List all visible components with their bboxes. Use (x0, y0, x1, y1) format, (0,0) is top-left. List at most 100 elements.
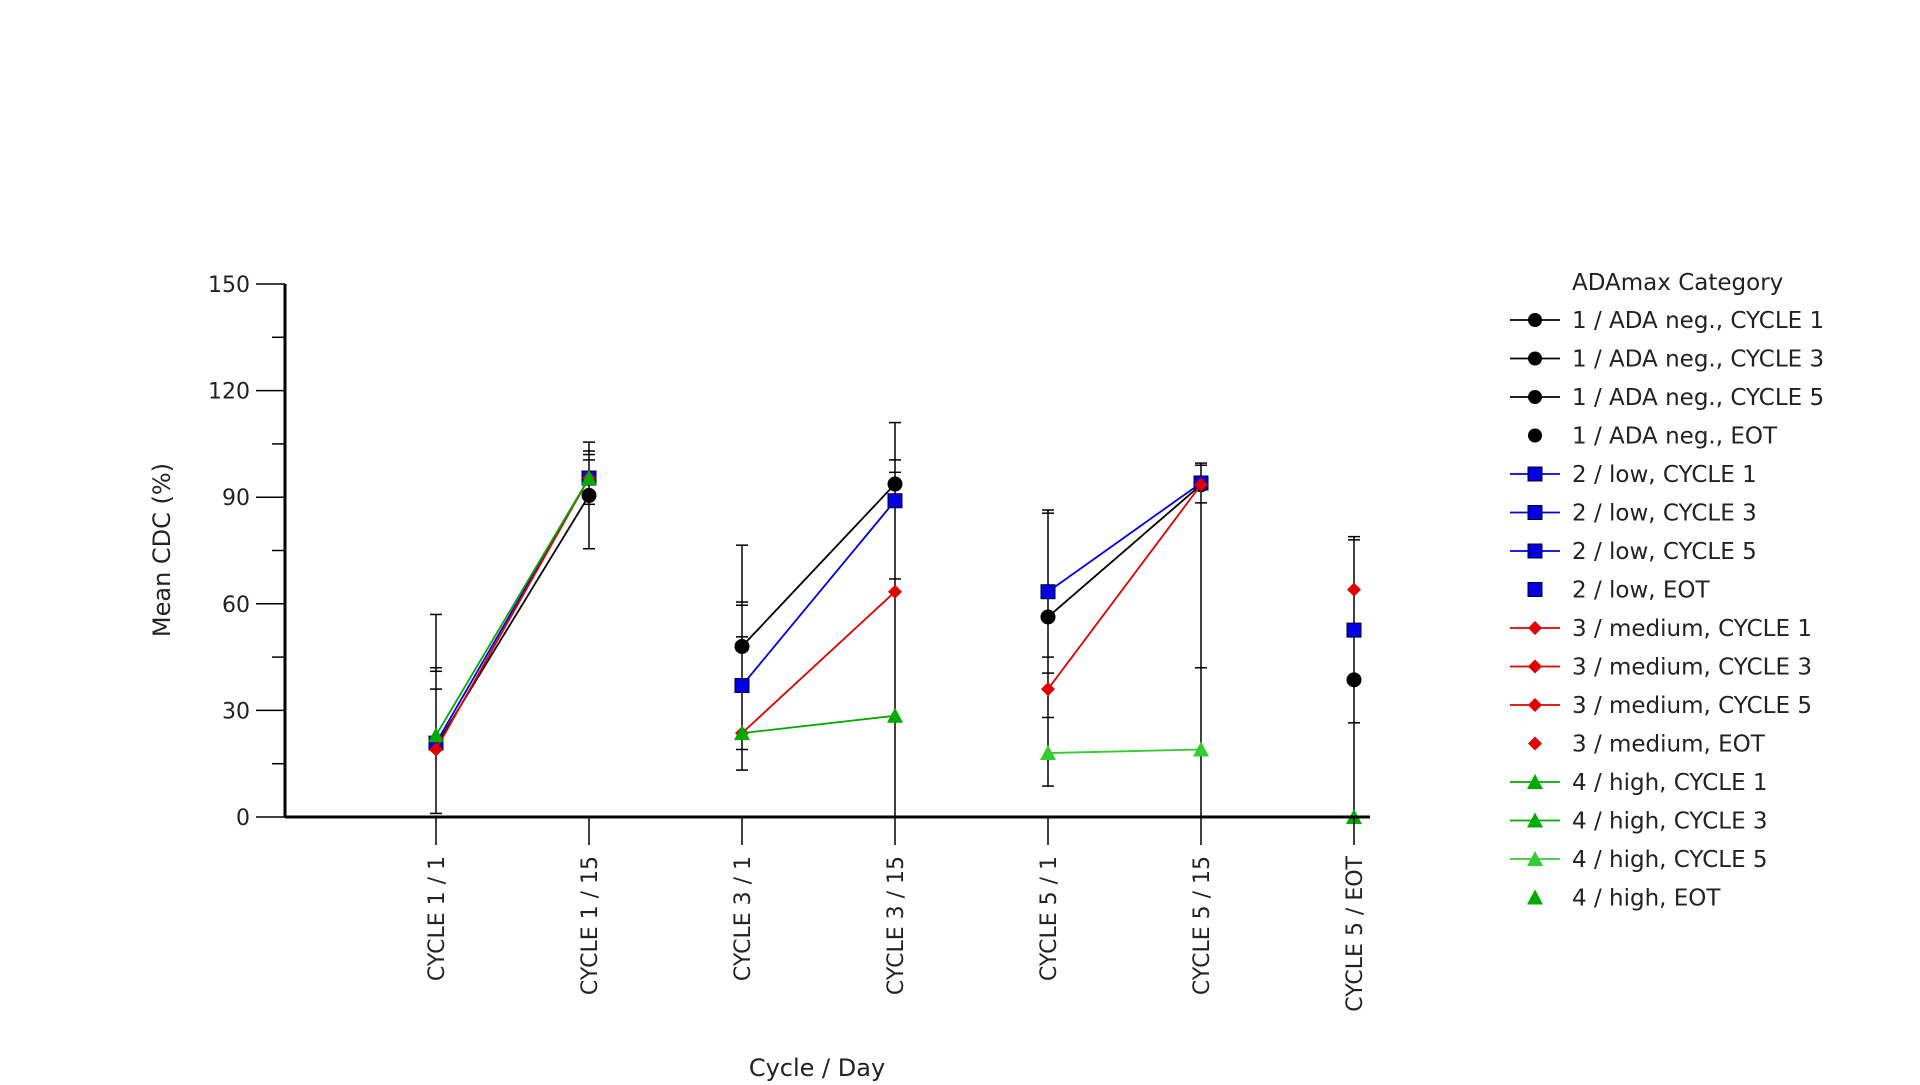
series-line (435, 477, 590, 750)
legend-item: 3 / medium, CYCLE 1 (1510, 616, 1812, 642)
legend-label: 3 / medium, CYCLE 5 (1572, 693, 1812, 719)
y-tick-label: 60 (222, 593, 250, 618)
circle-marker-icon (1528, 390, 1542, 404)
triangle-marker-icon (734, 725, 750, 741)
legend-label: 1 / ADA neg., CYCLE 3 (1572, 347, 1824, 373)
diamond-marker-icon (1528, 736, 1542, 751)
square-marker-icon (1346, 622, 1362, 638)
diamond-marker-icon (1194, 477, 1208, 492)
legend-item: 2 / low, CYCLE 3 (1510, 501, 1757, 527)
diamond-marker-icon (1041, 682, 1055, 697)
square-marker-icon (1527, 582, 1543, 597)
y-tick-label: 150 (208, 273, 250, 298)
y-ticks: 0 30 60 90 120 150 (208, 273, 285, 831)
x-tick-label: CYCLE 5 / EOT (1343, 855, 1368, 1011)
legend-label: 2 / low, EOT (1572, 578, 1711, 604)
circle-marker-icon (1040, 609, 1056, 625)
square-marker-icon (887, 493, 903, 509)
legend-label: 1 / ADA neg., CYCLE 5 (1572, 385, 1824, 411)
series-low (734, 493, 903, 694)
legend-item: 3 / medium, CYCLE 3 (1510, 655, 1812, 681)
legend-label: 4 / high, EOT (1572, 886, 1721, 912)
x-tick-label: CYCLE 1 / 15 (578, 856, 603, 995)
series-ada-neg (1346, 672, 1362, 688)
diamond-marker-icon (1347, 582, 1361, 597)
diamond-marker-icon (888, 584, 902, 599)
legend-label: 3 / medium, EOT (1572, 732, 1766, 758)
legend-item: 1 / ADA neg., EOT (1528, 424, 1778, 450)
series-line (435, 477, 590, 736)
legend-title: ADAmax Category (1572, 270, 1783, 296)
error-bars (430, 421, 1360, 818)
circle-marker-icon (734, 638, 750, 654)
legend-label: 1 / ADA neg., EOT (1572, 424, 1778, 450)
series-ada-neg (1040, 477, 1209, 625)
axes: 0 30 60 90 120 150 CYCLE 1 / 1 CYCLE 1 / 15 CYC… (208, 273, 1370, 1012)
y-axis-title: Mean CDC (%) (148, 463, 176, 637)
triangle-marker-icon (1527, 812, 1543, 828)
square-marker-icon (1527, 505, 1543, 520)
legend-item: 4 / high, CYCLE 3 (1510, 809, 1768, 835)
data-series (428, 470, 1362, 824)
legend-label: 3 / medium, CYCLE 3 (1572, 655, 1812, 681)
diamond-marker-icon (1528, 659, 1542, 674)
legend-label: 2 / low, CYCLE 3 (1572, 501, 1757, 527)
series-medium (1347, 582, 1361, 597)
circle-marker-icon (1528, 428, 1542, 443)
y-tick-label: 30 (222, 699, 250, 724)
x-axis-title: Cycle / Day (749, 1054, 885, 1082)
square-marker-icon (734, 678, 750, 694)
x-tick-label: CYCLE 5 / 1 (1037, 856, 1062, 981)
series-line (741, 500, 896, 687)
series-high (1040, 741, 1209, 761)
x-tick-label: CYCLE 1 / 1 (425, 856, 450, 981)
y-tick-label: 120 (208, 380, 250, 405)
legend-item: 2 / low, CYCLE 1 (1510, 462, 1757, 488)
legend-item: 1 / ADA neg., CYCLE 1 (1510, 308, 1824, 334)
series-line (1047, 484, 1202, 690)
series-ada-neg (734, 476, 903, 654)
circle-marker-icon (1528, 313, 1542, 327)
series-medium (429, 471, 596, 757)
circle-marker-icon (887, 476, 903, 492)
legend-item: 2 / low, CYCLE 5 (1510, 539, 1757, 565)
y-tick-label: 90 (222, 486, 250, 511)
legend-label: 4 / high, CYCLE 3 (1572, 809, 1768, 835)
legend-label: 4 / high, CYCLE 1 (1572, 770, 1768, 796)
triangle-marker-icon (1193, 741, 1209, 757)
legend-item: 1 / ADA neg., CYCLE 3 (1510, 347, 1824, 373)
series-high (734, 707, 903, 741)
legend-label: 4 / high, CYCLE 5 (1572, 847, 1768, 873)
triangle-marker-icon (581, 470, 597, 486)
series-line (1047, 748, 1202, 754)
x-ticks: CYCLE 1 / 1 CYCLE 1 / 15 CYCLE 3 / 1 CYCLE … (425, 817, 1368, 1012)
y-tick-label: 0 (236, 806, 250, 831)
triangle-marker-icon (1040, 745, 1056, 761)
x-tick-label: CYCLE 5 / 15 (1190, 856, 1215, 995)
diamond-marker-icon (429, 742, 443, 757)
series-line (1047, 484, 1202, 618)
triangle-marker-icon (428, 727, 444, 743)
legend: ADAmax Category 1 / ADA neg., CYCLE 11 /… (1510, 270, 1824, 912)
legend-item: 4 / high, CYCLE 1 (1510, 770, 1768, 796)
square-marker-icon (1527, 466, 1543, 482)
circle-marker-icon (1346, 672, 1362, 688)
circle-marker-icon (581, 487, 597, 503)
diamond-marker-icon (1528, 698, 1542, 712)
legend-label: 1 / ADA neg., CYCLE 1 (1572, 308, 1824, 334)
triangle-marker-icon (1527, 851, 1543, 866)
circle-marker-icon (1528, 351, 1542, 366)
series-line (741, 714, 896, 735)
x-tick-label: CYCLE 3 / 15 (884, 856, 909, 995)
legend-items: 1 / ADA neg., CYCLE 1 1 / ADA neg., CYCLE… (1510, 308, 1824, 912)
legend-item: 4 / high, CYCLE 5 (1510, 847, 1768, 873)
square-marker-icon (1040, 584, 1056, 600)
triangle-marker-icon (887, 707, 903, 723)
triangle-marker-icon (1527, 889, 1543, 905)
square-marker-icon (1527, 543, 1543, 559)
legend-label: 3 / medium, CYCLE 1 (1572, 616, 1812, 642)
series-line (1047, 482, 1202, 593)
legend-item: 4 / high, EOT (1527, 886, 1721, 912)
series-low (428, 470, 597, 751)
